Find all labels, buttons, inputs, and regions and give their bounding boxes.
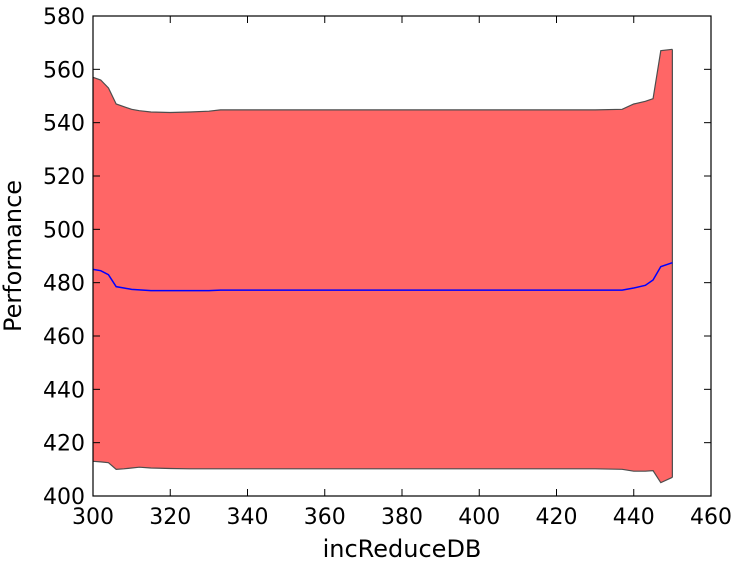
y-tick-label: 580 <box>43 5 85 30</box>
x-tick-label: 380 <box>381 505 423 530</box>
y-tick-label: 560 <box>43 58 85 83</box>
x-tick-label: 440 <box>613 505 655 530</box>
tick-layer: 300 320 340 360 380 400 420 440 460 400 420 440 460 4… <box>43 5 732 530</box>
y-tick-label: 500 <box>43 218 85 243</box>
band-upper-edge <box>92 48 673 114</box>
x-tick-label: 300 <box>72 505 114 530</box>
y-tick-label: 540 <box>43 112 85 137</box>
band-lower-edge <box>92 460 673 484</box>
y-tick-label: 400 <box>43 485 85 510</box>
y-tick-label: 420 <box>43 432 85 457</box>
x-tick-label: 320 <box>149 505 191 530</box>
y-tick-label: 480 <box>43 272 85 297</box>
data-layer <box>92 48 673 484</box>
y-tick-label: 520 <box>43 165 85 190</box>
x-tick-label: 420 <box>536 505 578 530</box>
x-axis-label: incReduceDB <box>323 535 482 563</box>
x-tick-label: 460 <box>690 505 732 530</box>
x-tick-label: 340 <box>227 505 269 530</box>
mean-line <box>92 261 673 292</box>
y-tick-label: 460 <box>43 325 85 350</box>
y-axis-label: Performance <box>0 180 27 332</box>
x-tick-label: 360 <box>304 505 346 530</box>
confidence-band <box>93 49 673 483</box>
x-tick-label: 400 <box>458 505 500 530</box>
y-tick-label: 440 <box>43 378 85 403</box>
